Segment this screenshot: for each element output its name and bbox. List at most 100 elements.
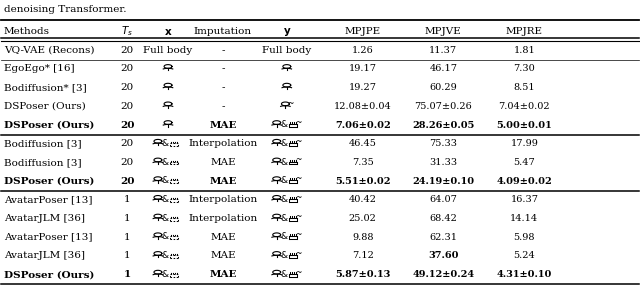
Text: 46.17: 46.17 — [429, 65, 457, 73]
Text: MAE: MAE — [209, 177, 237, 186]
Text: 37.60: 37.60 — [428, 251, 458, 261]
Text: &: & — [161, 195, 168, 204]
Text: 20: 20 — [120, 102, 134, 111]
Text: Methods: Methods — [4, 27, 50, 36]
Text: Bodiffusion [3]: Bodiffusion [3] — [4, 158, 81, 167]
Text: $\mathbf{x}$: $\mathbf{x}$ — [164, 27, 172, 37]
Text: 8.51: 8.51 — [513, 83, 535, 92]
Text: ~: ~ — [296, 118, 302, 127]
Text: $T_s$: $T_s$ — [121, 25, 133, 38]
Text: $\mathbf{y}$: $\mathbf{y}$ — [282, 25, 291, 38]
Text: 20: 20 — [120, 158, 134, 167]
Text: Full body: Full body — [143, 46, 193, 55]
Text: &: & — [280, 195, 287, 204]
Text: denoising Transformer.: denoising Transformer. — [4, 5, 126, 14]
Text: MAE: MAE — [210, 233, 236, 242]
Text: &: & — [161, 176, 168, 185]
Text: 31.33: 31.33 — [429, 158, 458, 167]
Text: 9.88: 9.88 — [352, 233, 374, 242]
Text: 1: 1 — [124, 214, 131, 223]
Text: 5.47: 5.47 — [513, 158, 535, 167]
Text: 1: 1 — [124, 251, 131, 261]
Text: &: & — [280, 270, 287, 279]
Text: 7.06±0.02: 7.06±0.02 — [335, 121, 390, 129]
Text: MAE: MAE — [209, 121, 237, 129]
Text: 16.37: 16.37 — [510, 195, 538, 204]
Text: 11.37: 11.37 — [429, 46, 458, 55]
Text: &: & — [280, 176, 287, 185]
Text: 12.08±0.04: 12.08±0.04 — [334, 102, 392, 111]
Text: MPJVE: MPJVE — [425, 27, 461, 36]
Text: ~: ~ — [296, 155, 302, 165]
Text: 20: 20 — [120, 177, 134, 186]
Text: DSPoser (Ours): DSPoser (Ours) — [4, 177, 94, 186]
Text: ~: ~ — [296, 174, 302, 183]
Text: Interpolation: Interpolation — [188, 139, 257, 148]
Text: -: - — [221, 83, 225, 92]
Text: &: & — [280, 232, 287, 241]
Text: Full body: Full body — [262, 46, 312, 55]
Text: &: & — [280, 120, 287, 129]
Text: &: & — [161, 270, 168, 279]
Text: -: - — [221, 102, 225, 111]
Text: 28.26±0.05: 28.26±0.05 — [412, 121, 474, 129]
Text: 7.30: 7.30 — [513, 65, 535, 73]
Text: 40.42: 40.42 — [349, 195, 377, 204]
Text: 1.81: 1.81 — [513, 46, 535, 55]
Text: 4.09±0.02: 4.09±0.02 — [497, 177, 552, 186]
Text: 5.98: 5.98 — [514, 233, 535, 242]
Text: 64.07: 64.07 — [429, 195, 457, 204]
Text: ~: ~ — [296, 193, 302, 202]
Text: ~: ~ — [296, 230, 302, 239]
Text: 5.87±0.13: 5.87±0.13 — [335, 270, 390, 279]
Text: 17.99: 17.99 — [511, 139, 538, 148]
Text: 75.33: 75.33 — [429, 139, 457, 148]
Text: 4.31±0.10: 4.31±0.10 — [497, 270, 552, 279]
Text: 1: 1 — [124, 233, 131, 242]
Text: MAE: MAE — [210, 251, 236, 261]
Text: Bodiffusion [3]: Bodiffusion [3] — [4, 139, 81, 148]
Text: 62.31: 62.31 — [429, 233, 457, 242]
Text: 46.45: 46.45 — [349, 139, 377, 148]
Text: 24.19±0.10: 24.19±0.10 — [412, 177, 474, 186]
Text: &: & — [161, 139, 168, 148]
Text: &: & — [161, 158, 168, 167]
Text: 20: 20 — [120, 83, 134, 92]
Text: &: & — [280, 214, 287, 223]
Text: 19.27: 19.27 — [349, 83, 377, 92]
Text: &: & — [161, 232, 168, 241]
Text: DSPoser (Ours): DSPoser (Ours) — [4, 102, 86, 111]
Text: 49.12±0.24: 49.12±0.24 — [412, 270, 474, 279]
Text: 1.26: 1.26 — [352, 46, 374, 55]
Text: AvatarJLM [36]: AvatarJLM [36] — [4, 214, 85, 223]
Text: &: & — [280, 139, 287, 148]
Text: 20: 20 — [120, 139, 134, 148]
Text: MPJPE: MPJPE — [345, 27, 381, 36]
Text: -: - — [221, 65, 225, 73]
Text: ~: ~ — [296, 211, 302, 221]
Text: ~: ~ — [296, 249, 302, 258]
Text: 25.02: 25.02 — [349, 214, 377, 223]
Text: MPJRE: MPJRE — [506, 27, 543, 36]
Text: -: - — [221, 46, 225, 55]
Text: 1: 1 — [124, 195, 131, 204]
Text: DSPoser (Ours): DSPoser (Ours) — [4, 121, 94, 129]
Text: ~: ~ — [296, 137, 302, 146]
Text: &: & — [280, 158, 287, 167]
Text: DSPoser (Ours): DSPoser (Ours) — [4, 270, 94, 279]
Text: AvatarPoser [13]: AvatarPoser [13] — [4, 195, 92, 204]
Text: ~: ~ — [287, 99, 293, 108]
Text: 7.12: 7.12 — [352, 251, 374, 261]
Text: 19.17: 19.17 — [349, 65, 377, 73]
Text: VQ-VAE (Recons): VQ-VAE (Recons) — [4, 46, 94, 55]
Text: ~: ~ — [296, 268, 302, 277]
Text: 68.42: 68.42 — [429, 214, 457, 223]
Text: 20: 20 — [120, 46, 134, 55]
Text: 5.00±0.01: 5.00±0.01 — [497, 121, 552, 129]
Text: 7.04±0.02: 7.04±0.02 — [499, 102, 550, 111]
Text: 75.07±0.26: 75.07±0.26 — [414, 102, 472, 111]
Text: MAE: MAE — [209, 270, 237, 279]
Text: &: & — [280, 251, 287, 260]
Text: 1: 1 — [124, 270, 131, 279]
Text: 7.35: 7.35 — [352, 158, 374, 167]
